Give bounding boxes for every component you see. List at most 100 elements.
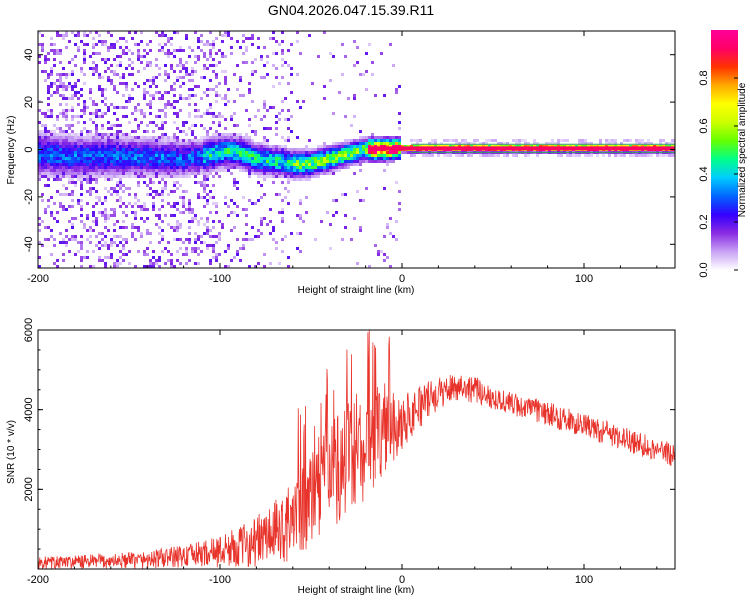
spectrogram-cell	[116, 133, 119, 136]
spectrogram-cell	[185, 34, 188, 37]
spectrogram-cell	[104, 241, 107, 244]
spectrogram-cell	[182, 175, 185, 178]
spectrogram-cell	[86, 202, 89, 205]
spectrogram-cell	[71, 235, 74, 238]
spectrogram-cell	[164, 121, 167, 124]
spectrogram-cell	[161, 157, 164, 160]
spectrogram-cell	[86, 181, 89, 184]
spectrogram-cell	[173, 121, 176, 124]
spectrogram-cell	[170, 64, 173, 67]
spectrogram-cell	[164, 103, 167, 106]
spectrogram-cell	[155, 223, 158, 226]
spectrogram-cell	[233, 148, 236, 151]
spectrogram-cell	[152, 76, 155, 79]
spectrogram-cell	[191, 220, 194, 223]
spectrogram-cell	[212, 43, 215, 46]
spectrogram-cell	[248, 82, 251, 85]
spectrogram-cell	[197, 85, 200, 88]
spectrogram-cell	[38, 256, 41, 259]
spectrogram-cell	[188, 175, 191, 178]
spectrogram-cell	[68, 205, 71, 208]
spectrogram-cell	[263, 178, 266, 181]
spectrogram-cell	[203, 169, 206, 172]
spectrogram-cell	[47, 136, 50, 139]
spectrogram-cell	[296, 172, 299, 175]
spectrogram-cell	[290, 154, 293, 157]
spectrogram-cell	[167, 193, 170, 196]
spectrogram-cell	[590, 154, 593, 157]
spectrogram-cell	[224, 97, 227, 100]
spectrogram-cell	[362, 148, 365, 151]
spectrogram-cell	[146, 184, 149, 187]
spectrogram-cell	[347, 157, 350, 160]
spectrogram-cell	[353, 115, 356, 118]
spectrogram-cell	[71, 154, 74, 157]
spectrogram-cell	[242, 169, 245, 172]
spectrogram-cell	[110, 256, 113, 259]
spectrogram-cell	[353, 157, 356, 160]
spectrogram-cell	[125, 241, 128, 244]
spectrogram-cell	[86, 169, 89, 172]
spectrogram-cell	[161, 124, 164, 127]
spectrogram-cell	[566, 139, 569, 142]
spectrogram-cell	[143, 175, 146, 178]
spectrogram-cell	[152, 208, 155, 211]
spectrogram-cell	[227, 31, 230, 34]
spectrogram-cell	[83, 49, 86, 52]
spectrogram-cell	[560, 139, 563, 142]
spectrogram-cell	[323, 145, 326, 148]
spectrogram-cell	[254, 265, 257, 268]
spectrogram-cell	[71, 88, 74, 91]
spectrogram-cell	[188, 97, 191, 100]
spectrogram-cell	[293, 154, 296, 157]
spectrogram-cell	[119, 178, 122, 181]
spectrogram-cell	[164, 148, 167, 151]
spectrogram-cell	[152, 145, 155, 148]
spectrogram-cell	[251, 163, 254, 166]
spectrogram-cell	[224, 265, 227, 268]
spectrogram-cell	[296, 163, 299, 166]
spectrogram-cell	[227, 133, 230, 136]
spectrogram-cell	[182, 202, 185, 205]
spectrogram-cell	[53, 160, 56, 163]
spectrogram-cell	[353, 40, 356, 43]
spectrogram-cell	[338, 157, 341, 160]
spectrogram-cell	[302, 166, 305, 169]
spectrogram-cell	[143, 151, 146, 154]
spectrogram-cell	[185, 175, 188, 178]
spectrogram-cell	[227, 166, 230, 169]
spectrogram-cell	[185, 61, 188, 64]
spectrogram-cell	[140, 148, 143, 151]
spectrogram-cell	[92, 145, 95, 148]
spectrogram-cell	[38, 136, 41, 139]
spectrogram-cell	[257, 154, 260, 157]
spectrogram-cell	[488, 139, 491, 142]
spectrogram-cell	[398, 202, 401, 205]
spectrogram-cell	[119, 256, 122, 259]
spectrogram-cell	[188, 127, 191, 130]
spectrogram-cell	[104, 136, 107, 139]
spectrogram-cell	[194, 217, 197, 220]
spectrogram-cell	[155, 154, 158, 157]
spectrogram-cell	[83, 58, 86, 61]
spectrogram-cell	[230, 142, 233, 145]
spectrogram-cell	[131, 160, 134, 163]
spectrogram-cell	[86, 163, 89, 166]
spectrogram-cell	[386, 226, 389, 229]
spectrogram-cell	[74, 160, 77, 163]
spectrogram-cell	[353, 64, 356, 67]
spectrogram-cell	[50, 133, 53, 136]
spectrogram-cell	[281, 109, 284, 112]
spectrogram-cell	[137, 43, 140, 46]
spectrogram-cell	[395, 136, 398, 139]
spectrogram-cell	[248, 175, 251, 178]
spectrogram-cell	[233, 202, 236, 205]
spectrogram-cell	[368, 151, 371, 154]
spectrogram-cell	[266, 223, 269, 226]
spectrogram-cell	[146, 253, 149, 256]
spectrogram-cell	[191, 247, 194, 250]
spectrogram-cell	[248, 151, 251, 154]
spectrogram-cell	[320, 151, 323, 154]
spectrogram-cell	[71, 148, 74, 151]
spectrogram-cell	[272, 154, 275, 157]
